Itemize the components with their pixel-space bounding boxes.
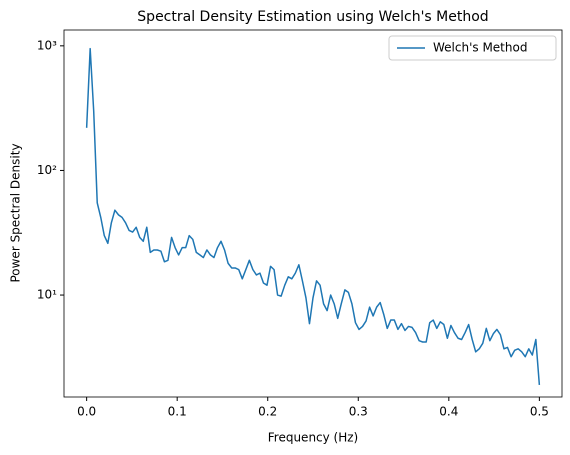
x-tick-label: 0.0 bbox=[77, 405, 96, 419]
x-axis-label: Frequency (Hz) bbox=[268, 431, 359, 445]
x-tick-label: 0.5 bbox=[530, 405, 549, 419]
y-tick-label: 10³ bbox=[37, 38, 57, 52]
chart-title: Spectral Density Estimation using Welch'… bbox=[137, 9, 488, 25]
legend-label: Welch's Method bbox=[433, 41, 527, 55]
axes-frame bbox=[63, 29, 563, 398]
line bbox=[85, 47, 541, 385]
x-tick-label: 0.3 bbox=[349, 405, 368, 419]
legend-box bbox=[388, 35, 557, 61]
x-tick-label: 0.1 bbox=[168, 405, 187, 419]
x-tick-label: 0.4 bbox=[439, 405, 458, 419]
y-axis-label: Power Spectral Density bbox=[9, 143, 23, 282]
y-tick-label: 10¹ bbox=[37, 288, 57, 302]
y-tick-label: 10² bbox=[37, 163, 57, 177]
x-tick-label: 0.2 bbox=[258, 405, 277, 419]
